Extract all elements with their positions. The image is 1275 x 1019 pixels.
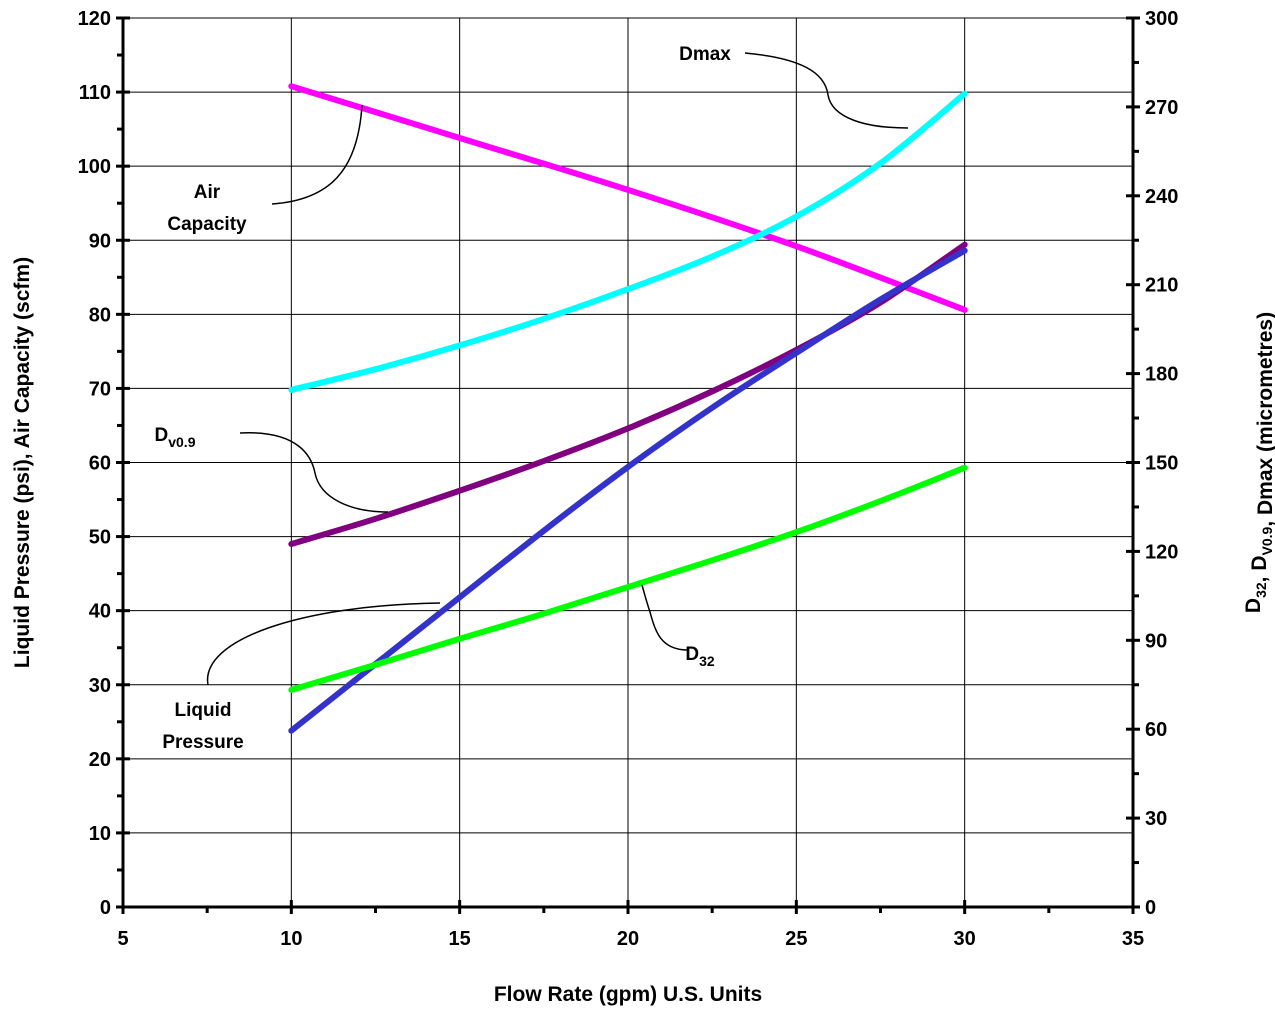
annotation-line: Air — [194, 182, 221, 203]
annotation-leader-dmax — [744, 52, 909, 129]
y-axis-right-title-part: , D — [1248, 555, 1271, 582]
annotation-line: D — [155, 425, 169, 446]
y-right-tick-label: 0 — [1145, 897, 1156, 919]
annotation-line: Pressure — [162, 732, 243, 753]
y-axis-right-title-subscript: V0.9 — [1259, 526, 1275, 555]
y-left-tick-label: 110 — [79, 82, 111, 104]
x-tick-label: 10 — [280, 928, 302, 950]
y-left-tick-label: 0 — [100, 897, 111, 919]
grid — [122, 17, 1134, 908]
y-right-tick-label: 120 — [1145, 541, 1178, 563]
annotation-leader-liquid-pressure — [206, 602, 441, 686]
x-tick-label: 30 — [954, 928, 976, 950]
y-right-tick-label: 270 — [1145, 97, 1178, 119]
annotation-subscript: v0.9 — [168, 434, 195, 450]
y-right-tick-label: 30 — [1145, 808, 1167, 830]
annotation-line: D — [685, 644, 699, 665]
y-left-tick-label: 10 — [89, 823, 111, 845]
x-axis-title: Flow Rate (gpm) U.S. Units — [494, 983, 762, 1006]
annotation-label-dv09: Dv0.9 — [155, 425, 196, 450]
series-line-liquid-pressure — [288, 464, 968, 693]
y-axis-left-title: Liquid Pressure (psi), Air Capacity (scf… — [11, 257, 34, 668]
x-tick-label: 15 — [449, 928, 471, 950]
annotation-leader-d32 — [641, 584, 689, 651]
y-left-tick-label: 50 — [89, 527, 111, 549]
y-right-tick-label: 180 — [1145, 364, 1178, 386]
y-axis-right-title: D32, DV0.9, Dmax (micrometres) — [1242, 312, 1275, 613]
x-tick-label: 5 — [117, 928, 128, 950]
y-left-tick-label: 60 — [89, 453, 111, 475]
y-right-tick-label: 90 — [1145, 630, 1167, 652]
y-right-tick-label: 300 — [1145, 8, 1178, 30]
series-group — [288, 83, 968, 734]
series-line-dmax — [288, 90, 968, 393]
y-left-tick-label: 100 — [78, 156, 111, 178]
y-left-tick-label: 40 — [89, 601, 111, 623]
y-left-tick-label: 30 — [89, 675, 111, 697]
annotation-subscript: 32 — [699, 653, 715, 669]
y-left-tick-label: 70 — [89, 378, 111, 400]
y-axis-right-title-part: , Dmax (micrometres) — [1254, 312, 1275, 527]
x-tick-label: 25 — [785, 928, 807, 950]
y-right-tick-label: 210 — [1145, 275, 1178, 297]
y-left-tick-label: 90 — [89, 230, 111, 252]
annotation-label-d32: D32 — [685, 644, 715, 669]
series-line-d32 — [288, 247, 968, 734]
annotation-label-air-capacity: Air Capacity — [167, 182, 247, 235]
y-right-tick-label: 150 — [1145, 453, 1178, 475]
series-line-air-capacity — [288, 83, 968, 313]
y-axis-right-title-part: D — [1242, 598, 1265, 613]
y-axis-right-title-subscript: 32 — [1253, 582, 1269, 598]
annotation-line: Dmax — [679, 44, 731, 65]
x-tick-label: 20 — [617, 928, 639, 950]
annotation-line: Liquid — [175, 700, 232, 721]
y-left-tick-label: 20 — [89, 749, 111, 771]
y-left-tick-label: 120 — [78, 8, 111, 30]
annotation-label-dmax: Dmax — [679, 44, 731, 65]
annotation-leader-dv09 — [239, 432, 389, 513]
y-left-tick-label: 80 — [89, 304, 111, 326]
y-right-tick-label: 240 — [1145, 186, 1178, 208]
x-tick-label: 35 — [1122, 928, 1144, 950]
annotation-leader-air-capacity — [271, 104, 363, 205]
y-right-tick-label: 60 — [1145, 719, 1167, 741]
annotation-label-liquid-pressure: Liquid Pressure — [162, 700, 243, 753]
annotation-line: Capacity — [167, 214, 247, 235]
tick-group: 5 10 15 20 25 30 35010203040506070809010011012… — [78, 8, 1179, 950]
